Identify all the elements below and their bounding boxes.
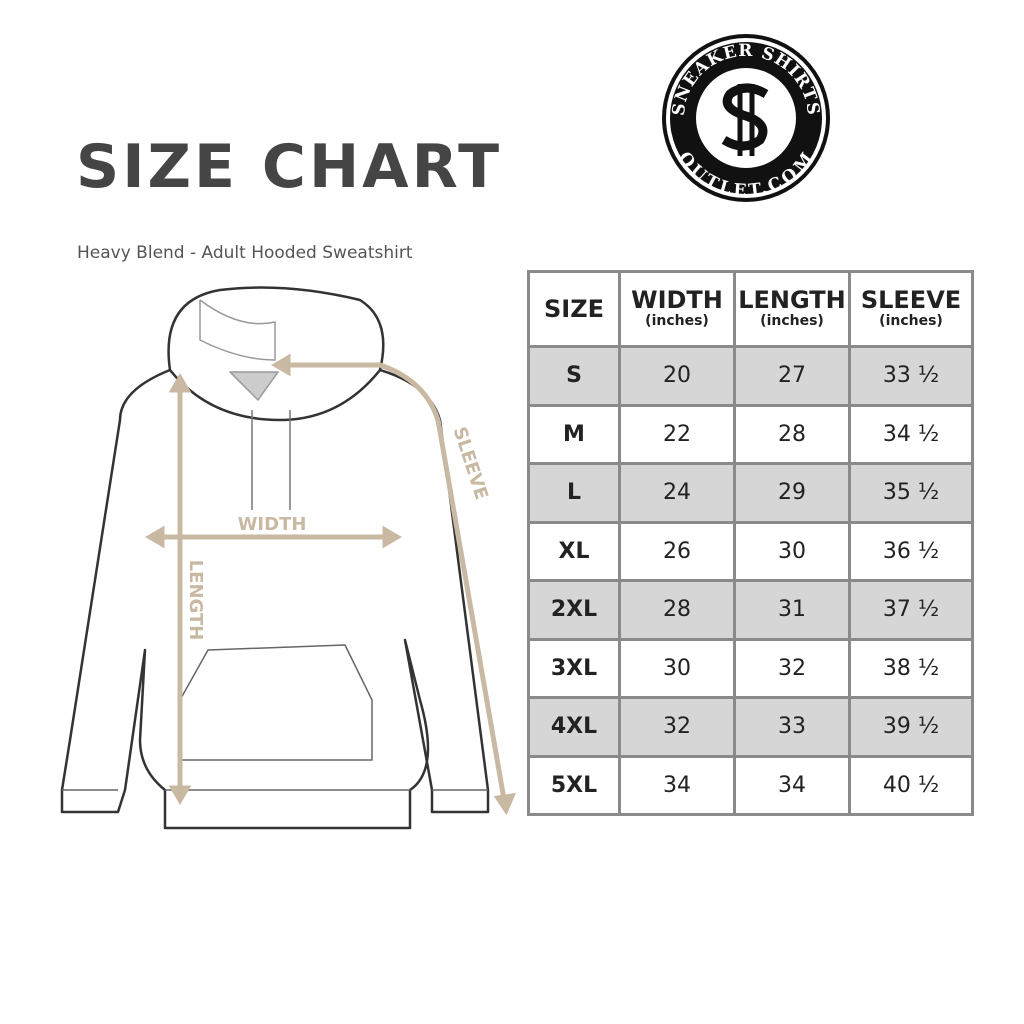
width-cell: 26 xyxy=(618,520,736,582)
length-cell: 30 xyxy=(733,520,851,582)
sleeve-cell: 39 ½ xyxy=(848,696,974,758)
size-cell: XL xyxy=(527,520,621,582)
table-row: 4XL 32 33 39 ½ xyxy=(527,696,974,758)
table-row: 2XL 28 31 37 ½ xyxy=(527,579,974,641)
brand-logo: SNEAKER SHIRTS OUTLET.COM xyxy=(662,34,830,202)
width-cell: 22 xyxy=(618,403,736,465)
sleeve-cell: 38 ½ xyxy=(848,637,974,699)
measure-lines xyxy=(145,353,517,816)
length-cell: 34 xyxy=(733,754,851,816)
table-row: M 22 28 34 ½ xyxy=(527,403,974,465)
table-header-row: SIZE WIDTH (inches) LENGTH (inches) SLEEVE… xyxy=(527,270,974,348)
size-cell: L xyxy=(527,462,621,524)
size-table: SIZE WIDTH (inches) LENGTH (inches) SLEEVE… xyxy=(527,270,974,816)
size-cell: M xyxy=(527,403,621,465)
sleeve-cell: 33 ½ xyxy=(848,345,974,407)
table-row: 5XL 34 34 40 ½ xyxy=(527,754,974,816)
page-title: SIZE CHART xyxy=(76,132,503,202)
length-cell: 32 xyxy=(733,637,851,699)
length-cell: 33 xyxy=(733,696,851,758)
kangaroo-pocket xyxy=(179,644,373,761)
monogram-ss xyxy=(721,83,769,156)
sleeve-cell: 36 ½ xyxy=(848,520,974,582)
width-cell: 28 xyxy=(618,579,736,641)
sleeve-cell: 34 ½ xyxy=(848,403,974,465)
length-cell: 27 xyxy=(733,345,851,407)
column-header-size: SIZE xyxy=(527,270,621,348)
size-cell: 5XL xyxy=(527,754,621,816)
width-cell: 30 xyxy=(618,637,736,699)
column-header-width: WIDTH (inches) xyxy=(618,270,736,348)
size-cell: S xyxy=(527,345,621,407)
width-cell: 34 xyxy=(618,754,736,816)
sleeve-cell: 40 ½ xyxy=(848,754,974,816)
width-label: WIDTH xyxy=(238,514,307,535)
width-cell: 32 xyxy=(618,696,736,758)
drawstrings xyxy=(251,410,291,510)
table-row: S 20 27 33 ½ xyxy=(527,345,974,407)
table-row: L 24 29 35 ½ xyxy=(527,462,974,524)
product-subtitle: Heavy Blend - Adult Hooded Sweatshirt xyxy=(77,243,413,263)
size-cell: 4XL xyxy=(527,696,621,758)
sleeve-cell: 35 ½ xyxy=(848,462,974,524)
length-cell: 28 xyxy=(733,403,851,465)
length-label: LENGTH xyxy=(185,560,206,641)
length-cell: 31 xyxy=(733,579,851,641)
column-header-sleeve: SLEEVE (inches) xyxy=(848,270,974,348)
length-cell: 29 xyxy=(733,462,851,524)
width-cell: 20 xyxy=(618,345,736,407)
table-row: XL 26 30 36 ½ xyxy=(527,520,974,582)
size-cell: 2XL xyxy=(527,579,621,641)
sleeve-label: SLEEVE xyxy=(449,424,492,502)
sleeve-cell: 37 ½ xyxy=(848,579,974,641)
size-cell: 3XL xyxy=(527,637,621,699)
hoodie-diagram: WIDTH LENGTH SLEEVE xyxy=(60,286,517,830)
width-cell: 24 xyxy=(618,462,736,524)
column-header-length: LENGTH (inches) xyxy=(733,270,851,348)
table-row: 3XL 30 32 38 ½ xyxy=(527,637,974,699)
